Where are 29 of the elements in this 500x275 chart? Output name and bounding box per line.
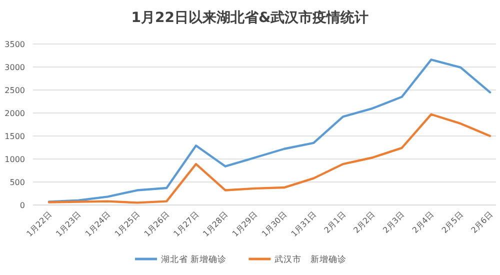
x-tick-label: 1月26日 bbox=[142, 210, 172, 239]
x-tick-label: 2月3日 bbox=[381, 210, 406, 235]
y-tick-label: 2000 bbox=[4, 109, 25, 118]
x-tick-label: 2月6日 bbox=[470, 210, 494, 235]
line-series bbox=[48, 58, 492, 203]
x-tick-label: 2月1日 bbox=[322, 210, 348, 235]
x-tick-label: 1月29日 bbox=[230, 210, 260, 239]
legend-label: 武汉市 新增确诊 bbox=[274, 254, 347, 265]
x-tick-label: 2月2日 bbox=[352, 210, 377, 235]
y-tick-label: 1000 bbox=[4, 155, 25, 164]
chart-title: 1月22日以来湖北省&武汉市疫情统计 bbox=[131, 9, 369, 26]
y-tick-label: 3000 bbox=[4, 63, 25, 72]
line-series bbox=[48, 113, 492, 204]
y-tick-label: 500 bbox=[10, 178, 25, 187]
x-tick-label: 1月31日 bbox=[290, 210, 318, 239]
x-tick-label: 1月25日 bbox=[113, 210, 142, 239]
y-tick-label: 2500 bbox=[4, 86, 25, 95]
x-tick-label: 2月4日 bbox=[410, 210, 436, 235]
y-tick-label: 1500 bbox=[4, 132, 25, 141]
x-tick-label: 1月23日 bbox=[54, 210, 83, 239]
x-tick-label: 1月22日 bbox=[24, 210, 54, 239]
x-tick-label: 1月28日 bbox=[201, 210, 230, 239]
y-tick-label: 0 bbox=[20, 201, 25, 210]
legend-label: 湖北省 新增确诊 bbox=[161, 254, 227, 265]
x-tick-label: 2月5日 bbox=[440, 210, 466, 235]
x-tick-label: 1月30日 bbox=[260, 210, 289, 239]
y-tick-label: 3500 bbox=[4, 40, 25, 49]
x-tick-label: 1月24日 bbox=[84, 210, 112, 239]
x-tick-label: 1月27日 bbox=[172, 210, 200, 239]
